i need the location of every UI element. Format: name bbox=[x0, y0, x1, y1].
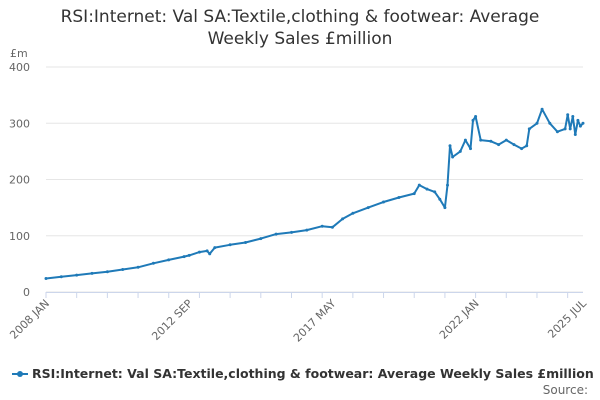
data-point[interactable] bbox=[90, 271, 94, 275]
data-point[interactable] bbox=[438, 197, 442, 201]
data-point[interactable] bbox=[351, 211, 355, 215]
data-point[interactable] bbox=[382, 200, 385, 204]
data-point[interactable] bbox=[451, 155, 455, 159]
data-point[interactable] bbox=[527, 127, 531, 131]
data-point[interactable] bbox=[535, 121, 539, 125]
data-point[interactable] bbox=[512, 143, 516, 147]
data-point[interactable] bbox=[566, 113, 570, 117]
chart-title: RSI:Internet: Val SA:Textile,clothing & … bbox=[0, 6, 600, 50]
data-point[interactable] bbox=[167, 258, 171, 262]
y-tick-label: 200 bbox=[9, 174, 30, 187]
data-point[interactable] bbox=[563, 127, 567, 131]
data-point[interactable] bbox=[504, 138, 508, 142]
data-point[interactable] bbox=[274, 232, 278, 236]
data-point[interactable] bbox=[573, 133, 577, 136]
data-point[interactable] bbox=[525, 144, 529, 148]
x-tick-label: 2025 JUL bbox=[545, 296, 589, 340]
chart-title-line-1: RSI:Internet: Val SA:Textile,clothing & … bbox=[60, 7, 540, 27]
grid-lines bbox=[46, 66, 583, 293]
data-point[interactable] bbox=[571, 115, 575, 118]
series-line bbox=[45, 108, 584, 280]
data-point[interactable] bbox=[290, 230, 293, 234]
data-point[interactable] bbox=[568, 127, 572, 131]
y-tick-label: 300 bbox=[9, 117, 30, 130]
x-tick-label: 2022 JAN bbox=[437, 297, 482, 342]
data-point[interactable] bbox=[228, 243, 232, 247]
data-point[interactable] bbox=[151, 261, 155, 265]
data-point[interactable] bbox=[305, 228, 309, 232]
data-point[interactable] bbox=[182, 255, 186, 259]
data-point[interactable] bbox=[213, 246, 217, 250]
data-point[interactable] bbox=[479, 138, 483, 142]
x-tick-label: 2017 MAY bbox=[291, 297, 339, 345]
data-point[interactable] bbox=[555, 130, 559, 134]
data-point[interactable] bbox=[425, 187, 429, 191]
data-point[interactable] bbox=[433, 190, 437, 194]
data-point[interactable] bbox=[540, 107, 544, 111]
data-point[interactable] bbox=[197, 250, 201, 254]
data-point[interactable] bbox=[471, 118, 475, 122]
data-point[interactable] bbox=[458, 149, 462, 153]
data-point[interactable] bbox=[520, 147, 524, 151]
data-point[interactable] bbox=[581, 121, 585, 125]
data-point[interactable] bbox=[187, 253, 191, 257]
legend-label: RSI:Internet: Val SA:Textile,clothing & … bbox=[32, 366, 594, 381]
x-tick-label: 2008 JAN bbox=[7, 297, 52, 342]
data-point[interactable] bbox=[75, 273, 79, 277]
data-point[interactable] bbox=[205, 249, 209, 253]
series-group bbox=[44, 107, 585, 280]
data-point[interactable] bbox=[489, 139, 493, 143]
data-point[interactable] bbox=[208, 252, 212, 256]
data-point[interactable] bbox=[448, 144, 452, 148]
data-point[interactable] bbox=[320, 224, 324, 228]
y-tick-label: 0 bbox=[23, 286, 30, 299]
data-point[interactable] bbox=[412, 192, 416, 196]
data-point[interactable] bbox=[469, 147, 472, 151]
legend[interactable]: RSI:Internet: Val SA:Textile,clothing & … bbox=[12, 366, 594, 381]
data-point[interactable] bbox=[244, 241, 247, 244]
data-point[interactable] bbox=[397, 196, 401, 199]
data-point[interactable] bbox=[136, 265, 140, 269]
data-point[interactable] bbox=[121, 268, 125, 271]
data-point[interactable] bbox=[576, 118, 580, 122]
source-label: Source: bbox=[542, 383, 588, 397]
x-axis: 2008 JAN 2012 SEP 2017 MAY 2022 JAN 2025 JUL bbox=[7, 292, 590, 345]
data-point[interactable] bbox=[446, 183, 449, 187]
data-point[interactable] bbox=[474, 115, 478, 118]
y-axis-unit-label: £m bbox=[10, 47, 28, 60]
y-axis-ticks: 0 100 200 300 400 bbox=[9, 61, 30, 299]
data-point[interactable] bbox=[497, 143, 501, 147]
data-point[interactable] bbox=[105, 270, 109, 274]
y-tick-label: 400 bbox=[9, 61, 30, 74]
data-point[interactable] bbox=[366, 206, 370, 210]
data-point[interactable] bbox=[59, 275, 63, 279]
data-point[interactable] bbox=[548, 121, 552, 125]
data-point[interactable] bbox=[463, 138, 467, 142]
data-point[interactable] bbox=[259, 237, 263, 241]
chart-title-line-2: Weekly Sales £million bbox=[207, 29, 393, 49]
data-point[interactable] bbox=[443, 206, 447, 210]
data-point[interactable] bbox=[341, 217, 345, 221]
legend-line-icon bbox=[12, 370, 28, 377]
data-point[interactable] bbox=[330, 225, 334, 229]
data-point[interactable] bbox=[44, 277, 48, 280]
data-point[interactable] bbox=[417, 183, 421, 187]
y-tick-label: 100 bbox=[9, 230, 30, 243]
x-tick-label: 2012 SEP bbox=[149, 297, 195, 343]
data-point[interactable] bbox=[578, 124, 582, 128]
